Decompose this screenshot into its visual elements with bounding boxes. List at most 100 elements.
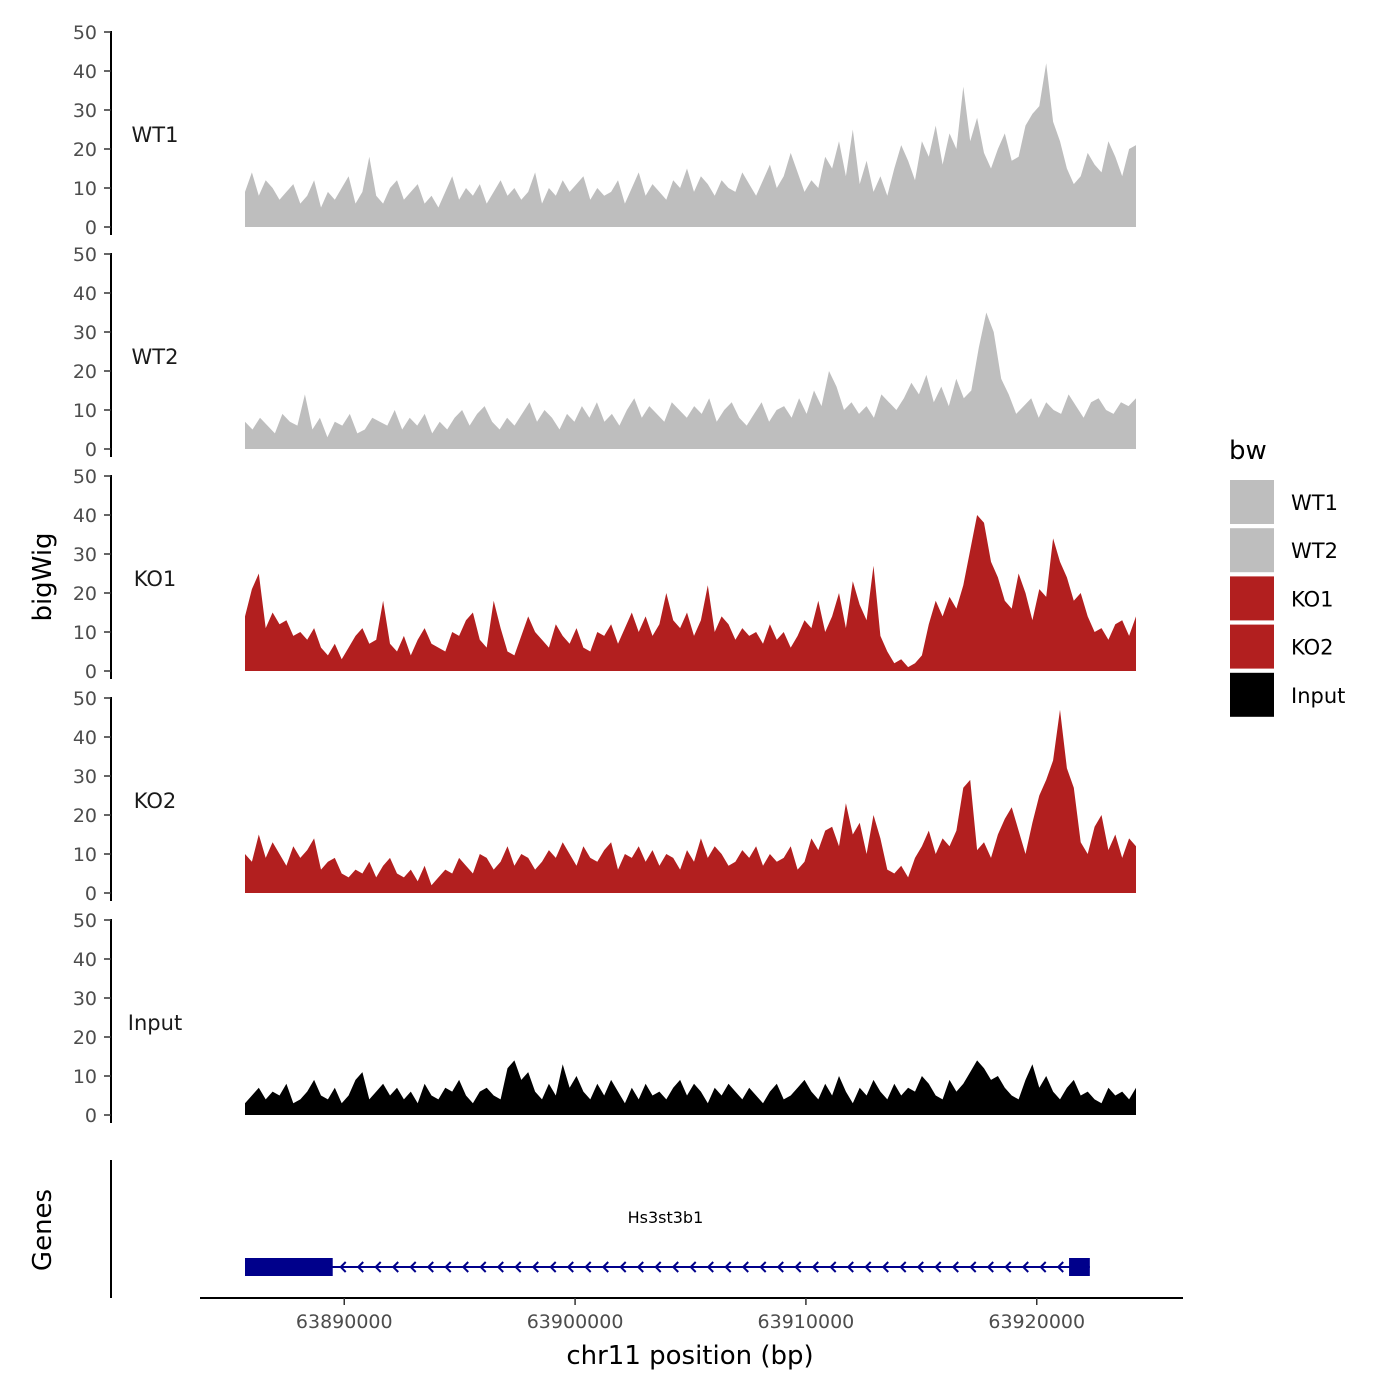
y-tick-label-input-30: 30 [73, 988, 97, 1010]
strand-arrow [969, 1261, 977, 1273]
strand-arrow [566, 1261, 574, 1273]
y-tick-label-ko2-50: 50 [73, 688, 97, 710]
y-tick-label-input-40: 40 [73, 949, 97, 971]
x-axis-title: chr11 position (bp) [566, 1341, 813, 1371]
track-ko2: 0 10 20 30 40 50 KO2 [73, 688, 1136, 905]
strand-arrow [671, 1261, 679, 1273]
track-wt2: 0 10 20 30 40 50 WT2 [73, 244, 1136, 461]
y-tick-label-wt1-10: 10 [73, 178, 97, 200]
gene-hs3st3b1: Hs3st3b1 [245, 1208, 1090, 1276]
strand-arrow [549, 1261, 557, 1273]
strand-arrow [706, 1261, 714, 1273]
area-wt2 [245, 312, 1136, 449]
y-tick-label-input-0: 0 [85, 1105, 97, 1127]
track-label-ko2: KO2 [134, 789, 177, 813]
track-label-wt2: WT2 [132, 345, 179, 369]
y-tick-label-wt1-50: 50 [73, 22, 97, 44]
y-tick-label-input-10: 10 [73, 1066, 97, 1088]
gene-label: Hs3st3b1 [628, 1208, 704, 1227]
track-label-wt1: WT1 [132, 123, 179, 147]
strand-arrow [986, 1261, 994, 1273]
strand-arrow [391, 1261, 399, 1273]
strand-arrow [899, 1261, 907, 1273]
strand-arrow [724, 1261, 732, 1273]
strand-arrow [794, 1261, 802, 1273]
legend-title: bw [1229, 436, 1267, 466]
strand-arrow [426, 1261, 434, 1273]
track-label-ko1: KO1 [134, 567, 177, 591]
gene-exon-2 [1069, 1258, 1090, 1276]
y-tick-label-ko2-20: 20 [73, 805, 97, 827]
strand-arrow [374, 1261, 382, 1273]
legend-key-ko1 [1230, 576, 1274, 621]
y-tick-label-ko1-20: 20 [73, 583, 97, 605]
strand-arrow [689, 1261, 697, 1273]
legend-key-wt2 [1230, 528, 1274, 573]
strand-arrow [1056, 1261, 1064, 1273]
strand-arrow [584, 1261, 592, 1273]
legend-label-wt1: WT1 [1291, 491, 1338, 515]
strand-arrow [776, 1261, 784, 1273]
legend: bw WT1 WT2 KO1 KO2 Input [1229, 436, 1345, 717]
strand-arrow [531, 1261, 539, 1273]
y-tick-label-input-50: 50 [73, 910, 97, 932]
strand-arrow [409, 1261, 417, 1273]
y-tick-label-wt2-20: 20 [73, 361, 97, 383]
track-ko1: 0 10 20 30 40 50 KO1 [73, 466, 1136, 683]
area-wt1 [245, 63, 1136, 228]
strand-arrow [1021, 1261, 1029, 1273]
strand-arrow [1039, 1261, 1047, 1273]
area-ko2 [245, 709, 1136, 893]
strand-arrow [829, 1261, 837, 1273]
y-tick-label-wt2-30: 30 [73, 322, 97, 344]
track-wt1: 0 10 20 30 40 50 WT1 [73, 22, 1136, 239]
signal-tracks: 0 10 20 30 40 50 WT1 0 10 20 30 40 50 WT2 0 10 20 30 40 50 K… [73, 22, 1136, 1127]
y-tick-label-wt2-10: 10 [73, 400, 97, 422]
genes-track: Genes Hs3st3b1 [28, 1160, 1090, 1298]
strand-arrow [1004, 1261, 1012, 1273]
strand-arrow [601, 1261, 609, 1273]
strand-arrow [846, 1261, 854, 1273]
strand-arrow [619, 1261, 627, 1273]
y-tick-label-ko1-50: 50 [73, 466, 97, 488]
y-tick-label-ko2-10: 10 [73, 844, 97, 866]
legend-key-input [1230, 672, 1274, 717]
strand-arrow [461, 1261, 469, 1273]
y-tick-label-wt2-40: 40 [73, 283, 97, 305]
strand-arrow [741, 1261, 749, 1273]
strand-arrow [916, 1261, 924, 1273]
strand-arrow [654, 1261, 662, 1273]
y-tick-label-ko1-0: 0 [85, 661, 97, 683]
y-tick-label-ko1-30: 30 [73, 544, 97, 566]
y-tick-label-ko2-0: 0 [85, 883, 97, 905]
y-tick-label-wt1-40: 40 [73, 61, 97, 83]
legend-key-wt1 [1230, 480, 1274, 524]
legend-key-ko2 [1230, 624, 1274, 669]
strand-arrow [356, 1261, 364, 1273]
strand-arrow [636, 1261, 644, 1273]
gene-exon-1 [245, 1258, 333, 1276]
x-tick-label-63900000: 63900000 [527, 1311, 624, 1333]
area-ko1 [245, 515, 1136, 671]
strand-arrow [339, 1261, 347, 1273]
strand-arrow [951, 1261, 959, 1273]
strand-arrow [864, 1261, 872, 1273]
y-tick-label-ko2-40: 40 [73, 727, 97, 749]
strand-arrow [444, 1261, 452, 1273]
strand-arrow [934, 1261, 942, 1273]
x-tick-label-63920000: 63920000 [988, 1311, 1085, 1333]
y-tick-label-wt1-30: 30 [73, 100, 97, 122]
y-tick-label-ko1-10: 10 [73, 622, 97, 644]
y-tick-label-wt2-0: 0 [85, 439, 97, 461]
y-tick-label-ko1-40: 40 [73, 505, 97, 527]
legend-label-ko2: KO2 [1291, 636, 1334, 660]
y-tick-label-ko2-30: 30 [73, 766, 97, 788]
x-axis: chr11 position (bp) 63890000 63900000 6391… [200, 1297, 1183, 1371]
y-tick-label-input-20: 20 [73, 1027, 97, 1049]
y-axis-title: bigWig [28, 532, 58, 621]
strand-arrow [811, 1261, 819, 1273]
area-input [245, 1060, 1136, 1115]
strand-arrow [496, 1261, 504, 1273]
genes-track-title: Genes [28, 1189, 58, 1271]
